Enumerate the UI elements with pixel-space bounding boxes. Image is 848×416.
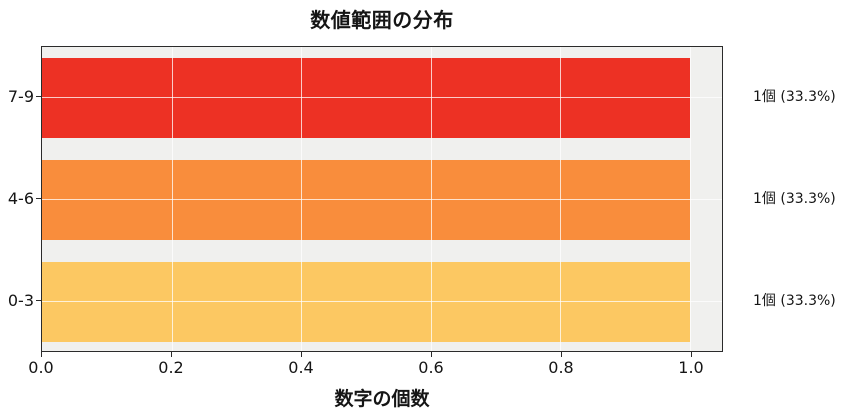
gridline-horizontal — [42, 199, 722, 201]
x-tick-mark — [171, 352, 173, 357]
x-tick-mark — [691, 352, 693, 357]
x-tick-label: 0.2 — [158, 358, 184, 377]
x-tick-label: 0.8 — [548, 358, 574, 377]
y-tick-mark — [36, 198, 41, 200]
y-tick-mark — [36, 96, 41, 98]
bar-value-label: 1個 (33.3%) — [753, 293, 836, 309]
y-tick-label: 7-9 — [7, 87, 34, 106]
gridline-horizontal — [42, 97, 722, 99]
x-tick-mark — [41, 352, 43, 357]
chart-title: 数値範囲の分布 — [310, 8, 454, 32]
x-axis-label: 数字の個数 — [334, 388, 430, 410]
x-tick-mark — [431, 352, 433, 357]
x-tick-label: 1.0 — [678, 358, 704, 377]
bar-value-label: 1個 (33.3%) — [753, 89, 836, 105]
x-tick-label: 0.0 — [28, 358, 54, 377]
plot-area — [41, 46, 723, 352]
y-tick-label: 4-6 — [7, 189, 34, 208]
gridline-horizontal — [42, 301, 722, 303]
y-tick-mark — [36, 300, 41, 302]
y-tick-label: 0-3 — [7, 291, 34, 310]
bar-value-label: 1個 (33.3%) — [753, 191, 836, 207]
x-tick-label: 0.4 — [288, 358, 314, 377]
x-tick-label: 0.6 — [418, 358, 444, 377]
x-tick-mark — [561, 352, 563, 357]
x-tick-mark — [301, 352, 303, 357]
